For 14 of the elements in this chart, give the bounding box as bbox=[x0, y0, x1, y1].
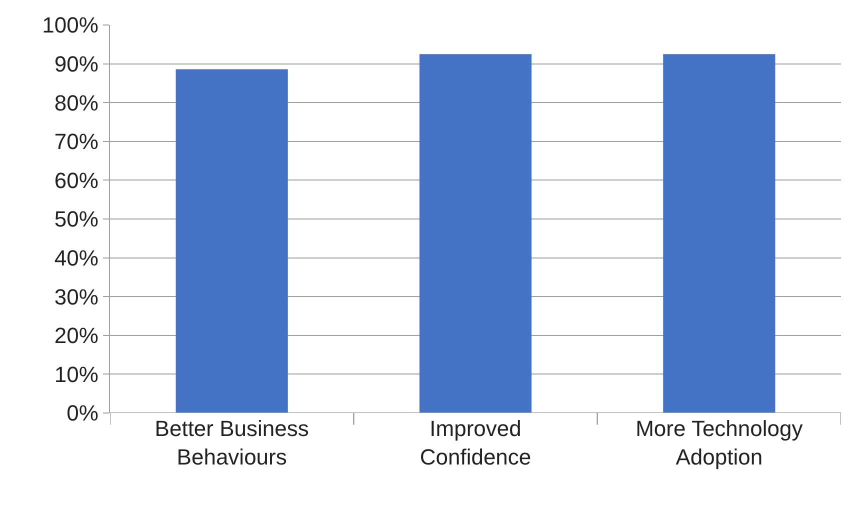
y-tick-label: 60% bbox=[54, 168, 98, 193]
y-tick-label: 80% bbox=[54, 90, 98, 116]
y-tick-label: 40% bbox=[54, 246, 98, 270]
y-tick-label: 30% bbox=[54, 284, 98, 310]
y-tick-label: 70% bbox=[54, 129, 98, 154]
y-tick-label: 10% bbox=[54, 362, 98, 387]
x-tick-label: More Technology Adoption bbox=[636, 416, 803, 470]
y-tick-label: 20% bbox=[54, 323, 98, 348]
x-tick-label: Better Business Behaviours bbox=[154, 416, 309, 470]
y-tick-label: 0% bbox=[66, 400, 98, 426]
y-tick-label: 90% bbox=[54, 52, 98, 76]
x-tick-label: Improved Confidence bbox=[420, 416, 532, 470]
y-tick-label: 50% bbox=[54, 206, 98, 232]
y-tick-label: 100% bbox=[42, 12, 98, 38]
